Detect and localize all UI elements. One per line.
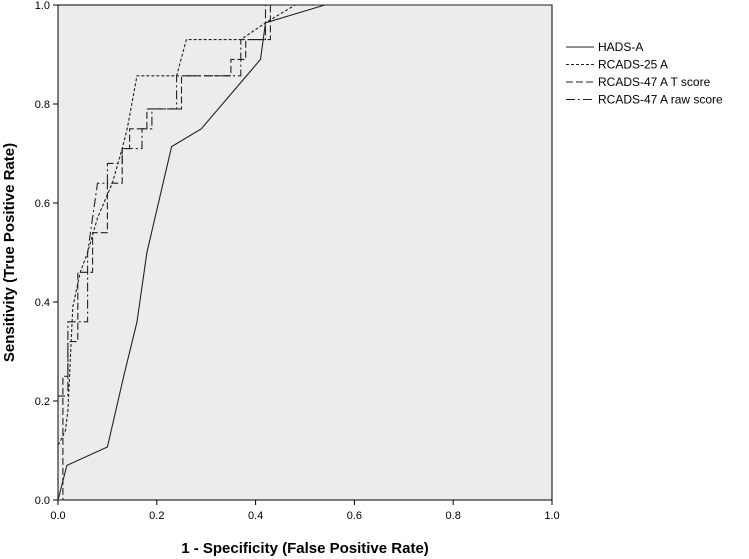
legend-label-4: RCADS-47 A raw score xyxy=(598,93,723,107)
y-tick-label: 0.6 xyxy=(35,198,50,210)
y-tick-label: 0.0 xyxy=(35,495,50,507)
legend-label-2: RCADS-25 A xyxy=(598,58,668,72)
legend-label-1: HADS-A xyxy=(598,40,643,54)
x-axis-label: 1 - Specificity (False Positive Rate) xyxy=(181,540,429,557)
y-axis-label: Sensitivity (True Positive Rate) xyxy=(1,143,18,362)
plot-area xyxy=(57,4,553,501)
x-tick-label: 0.8 xyxy=(446,510,461,522)
x-tick-label: 0.0 xyxy=(50,510,65,522)
tick-labels: 0.0 0.2 0.4 0.6 0.8 1.0 0.0 0.2 0.4 0.6 0.8 1.0 xyxy=(35,0,560,522)
series-line-3 xyxy=(58,4,552,501)
legend: HADS-A RCADS-25 A RCADS-47 A T score RCADS-… xyxy=(566,40,723,107)
series-line-4 xyxy=(57,4,552,500)
x-tick-label: 0.6 xyxy=(347,510,362,522)
axes xyxy=(53,4,553,505)
x-tick-label: 0.4 xyxy=(248,510,263,522)
y-tick-label: 0.4 xyxy=(35,297,50,309)
legend-label-3: RCADS-47 A T score xyxy=(598,75,711,89)
y-tick-label: 0.8 xyxy=(35,99,50,111)
y-tick-label: 1.0 xyxy=(35,0,50,12)
x-tick-label: 0.2 xyxy=(149,510,164,522)
series-lines xyxy=(57,4,552,501)
y-tick-label: 0.2 xyxy=(35,396,50,408)
x-tick-label: 1.0 xyxy=(544,510,559,522)
